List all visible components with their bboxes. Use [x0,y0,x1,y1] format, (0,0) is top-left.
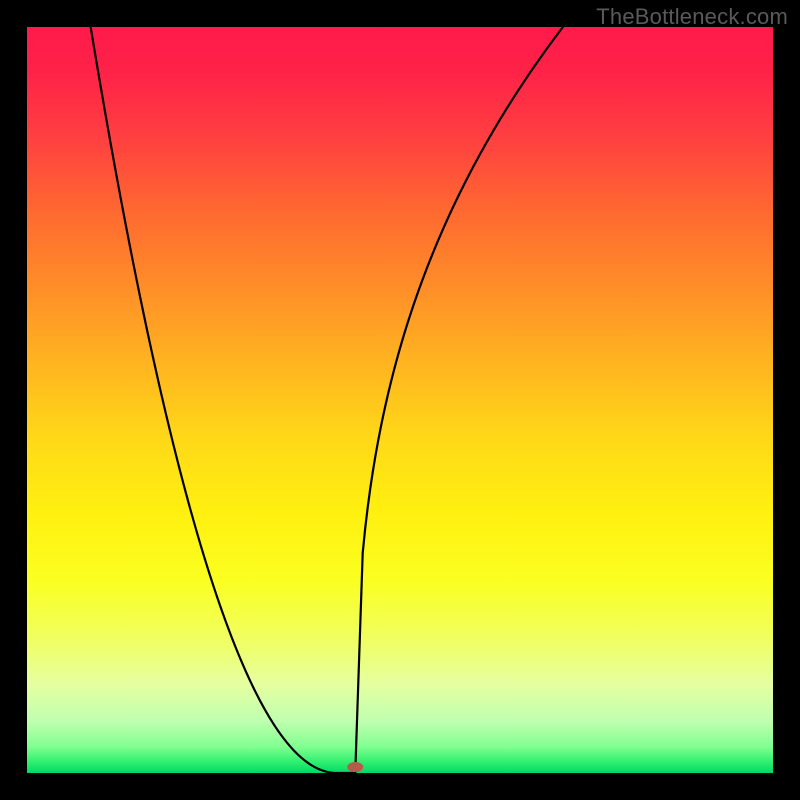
plot-background [27,27,773,773]
plot-svg [27,27,773,773]
min-marker [347,762,363,772]
plot-frame [27,27,773,773]
watermark-text: TheBottleneck.com [596,4,788,30]
figure-container: TheBottleneck.com [0,0,800,800]
